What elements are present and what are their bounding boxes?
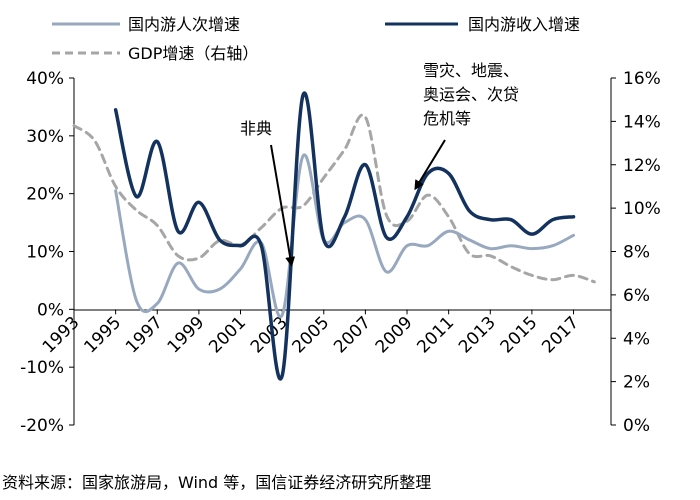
- left-y-tick-label: 40%: [26, 69, 64, 89]
- legend-label-tourist-count: 国内游人次增速: [128, 15, 240, 34]
- left-y-tick-labels: 40% 30% 20% 10% 0% -10% -20%: [20, 69, 74, 436]
- x-tick-label: 2011: [413, 313, 458, 358]
- legend-label-gdp: GDP增速（右轴）: [128, 44, 258, 63]
- x-tick-label: 1995: [80, 313, 125, 358]
- series-line-tourist-count: [114, 153, 576, 319]
- legend-label-tourism-revenue: 国内游收入增速: [468, 15, 580, 34]
- right-y-tick-label: 0%: [623, 416, 650, 436]
- annotation-sars-arrow: [270, 144, 296, 267]
- x-tick-label: 2009: [372, 313, 417, 358]
- source-note: 资料来源：国家旅游局，Wind 等，国信证券经济研究所整理: [2, 473, 431, 492]
- series-line-gdp: [72, 113, 596, 284]
- right-y-tick-label: 6%: [623, 286, 650, 306]
- right-y-tick-label: 8%: [623, 243, 650, 263]
- x-tick-label: 2005: [289, 313, 334, 358]
- x-tick-label: 2007: [330, 313, 375, 358]
- annotation-2008-line-3: 危机等: [423, 109, 471, 128]
- annotation-2008-events: 雪灾、地震、 奥运会、次贷 危机等: [414, 61, 519, 191]
- right-y-tick-label: 4%: [623, 329, 650, 349]
- x-tick-labels: 1993199519971999200120032005200720092011…: [39, 309, 583, 357]
- annotation-2008-line-1: 雪灾、地震、: [423, 61, 519, 80]
- right-y-tick-label: 2%: [623, 373, 650, 393]
- legend: 国内游人次增速 国内游收入增速 GDP增速（右轴）: [52, 15, 580, 63]
- right-y-tick-label: 12%: [623, 156, 661, 176]
- series-line-tourism-revenue: [113, 91, 576, 381]
- axes: [73, 78, 612, 425]
- x-tick-label: 1999: [164, 313, 209, 358]
- left-y-tick-label: 30%: [26, 127, 64, 147]
- right-y-tick-label: 14%: [623, 112, 661, 132]
- series-layer: [72, 91, 596, 381]
- right-y-tick-label: 16%: [623, 69, 661, 89]
- annotation-2008-arrow: [414, 139, 446, 191]
- left-y-tick-label: 0%: [37, 300, 64, 320]
- x-tick-label: 2001: [205, 313, 250, 358]
- left-y-tick-label: 10%: [26, 243, 64, 263]
- annotation-sars-label: 非典: [240, 119, 272, 138]
- left-y-tick-label: -10%: [20, 358, 64, 378]
- right-y-tick-labels: 16% 14% 12% 10% 8% 6% 4% 2% 0%: [611, 69, 661, 436]
- right-y-tick-label: 10%: [623, 199, 661, 219]
- annotation-2008-line-2: 奥运会、次贷: [423, 85, 519, 104]
- x-tick-label: 2013: [455, 313, 500, 358]
- left-y-tick-label: -20%: [20, 416, 64, 436]
- x-tick-label: 2017: [538, 313, 583, 358]
- annotation-sars: 非典: [240, 119, 296, 267]
- x-tick-label: 2015: [497, 313, 542, 358]
- x-tick-label: 1997: [122, 313, 167, 358]
- left-y-tick-label: 20%: [26, 185, 64, 205]
